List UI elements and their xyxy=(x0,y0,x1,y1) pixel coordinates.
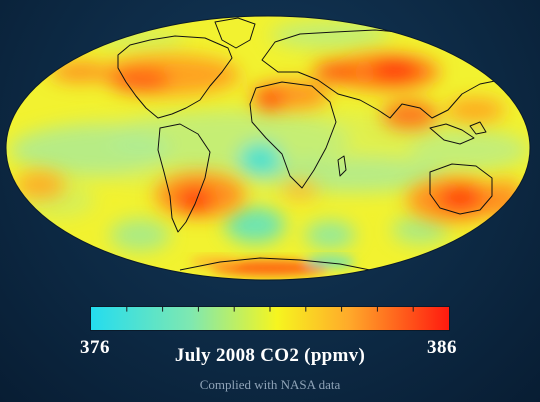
north-america-outline xyxy=(117,35,233,119)
new-zealand-outline xyxy=(505,205,515,229)
eurasia-outline xyxy=(261,29,509,119)
co2-field xyxy=(6,16,530,280)
africa-outline xyxy=(249,81,337,189)
madagascar-outline xyxy=(337,155,347,177)
globe-border xyxy=(5,15,531,281)
data-credit: Complied with NASA data xyxy=(199,377,341,392)
greenland-outline xyxy=(214,17,256,49)
map-title: July 2008 CO2 (ppmv) xyxy=(174,345,366,366)
south-america-outline xyxy=(157,123,211,233)
australia-outline xyxy=(429,163,493,215)
scale-min-label: 376 xyxy=(80,337,110,358)
co2-world-map xyxy=(5,15,531,281)
colorbar-tick-marks xyxy=(126,307,414,312)
color-scale-bar xyxy=(90,306,450,331)
scale-max-label: 386 xyxy=(427,337,457,358)
antarctica-outline xyxy=(179,257,371,271)
southeast-asia-islands-outline xyxy=(429,121,487,145)
